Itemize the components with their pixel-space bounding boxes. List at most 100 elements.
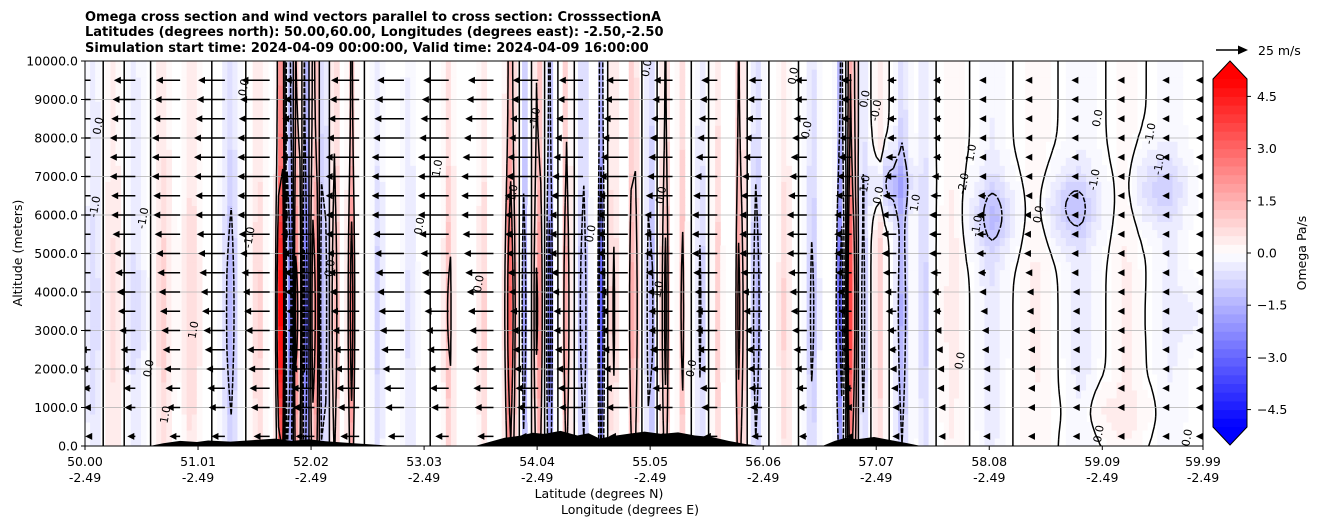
omega-cell xyxy=(740,437,747,446)
omega-cell xyxy=(644,381,650,391)
omega-cell xyxy=(90,173,96,182)
omega-cell xyxy=(649,293,655,303)
omega-cell xyxy=(511,77,518,86)
omega-cell xyxy=(450,253,457,263)
omega-cell xyxy=(628,157,635,166)
omega-cell xyxy=(176,293,183,303)
omega-cell xyxy=(781,397,787,407)
omega-cell xyxy=(125,429,132,439)
omega-cell xyxy=(511,141,518,150)
omega-cell xyxy=(135,69,142,78)
omega-cell xyxy=(562,237,569,247)
omega-cell xyxy=(405,69,411,78)
omega-cell xyxy=(125,173,132,182)
omega-cell xyxy=(334,413,340,423)
omega-cell xyxy=(125,333,132,343)
omega-cell xyxy=(501,133,508,142)
omega-cell xyxy=(156,221,162,231)
omega-cell xyxy=(832,77,838,86)
omega-cell xyxy=(354,77,361,86)
omega-cell xyxy=(511,157,518,166)
omega-cell xyxy=(450,357,457,367)
omega-cell xyxy=(633,181,640,190)
omega-cell xyxy=(750,237,757,247)
omega-cell xyxy=(694,389,701,399)
omega-cell xyxy=(659,181,665,190)
omega-cell xyxy=(374,149,381,158)
omega-cell xyxy=(786,333,792,343)
omega-cell xyxy=(135,421,142,431)
omega-cell xyxy=(313,229,320,239)
omega-cell xyxy=(450,157,457,166)
omega-cell xyxy=(252,389,259,399)
omega-cell xyxy=(125,357,132,367)
omega-cell xyxy=(257,333,264,343)
omega-cell xyxy=(588,293,594,303)
omega-cell xyxy=(151,397,157,407)
omega-cell xyxy=(237,205,244,214)
omega-cell xyxy=(694,373,701,383)
omega-cell xyxy=(196,237,203,247)
omega-cell xyxy=(85,205,91,214)
omega-cell xyxy=(110,181,117,190)
omega-cell xyxy=(161,261,167,271)
omega-cell xyxy=(603,149,610,158)
omega-cell xyxy=(232,197,239,206)
omega-cell xyxy=(283,397,289,407)
omega-cell xyxy=(501,413,508,423)
omega-cell xyxy=(628,373,635,383)
omega-cell xyxy=(633,125,640,134)
omega-cell xyxy=(161,117,167,126)
omega-cell xyxy=(664,93,671,102)
omega-cell xyxy=(501,373,508,383)
omega-cell xyxy=(776,413,782,423)
omega-cell xyxy=(400,245,406,255)
omega-cell xyxy=(811,397,818,407)
omega-cell xyxy=(588,285,594,295)
omega-cell xyxy=(95,421,101,431)
omega-cell xyxy=(440,237,447,247)
omega-cell xyxy=(450,221,457,231)
omega-cell xyxy=(410,85,416,94)
omega-cell xyxy=(710,365,716,375)
omega-cell xyxy=(369,237,376,247)
omega-cell xyxy=(715,221,721,231)
omega-cell xyxy=(522,117,528,126)
omega-cell xyxy=(750,429,757,439)
omega-cell xyxy=(135,341,142,351)
omega-cell xyxy=(151,277,157,287)
omega-cell xyxy=(257,429,264,439)
omega-cell xyxy=(715,213,721,223)
omega-cell xyxy=(608,317,615,327)
omega-cell xyxy=(760,181,767,190)
omega-cell xyxy=(776,117,782,126)
omega-cell xyxy=(715,181,721,190)
omega-cell xyxy=(232,229,239,239)
omega-cell xyxy=(832,165,838,174)
omega-cell xyxy=(532,93,538,102)
omega-cell xyxy=(405,357,411,367)
omega-cell xyxy=(334,437,340,446)
omega-cell xyxy=(598,397,604,407)
omega-cell xyxy=(252,277,259,287)
omega-cell xyxy=(232,317,239,327)
omega-cell xyxy=(628,277,635,287)
omega-cell xyxy=(252,205,259,214)
omega-cell xyxy=(699,421,706,431)
omega-cell xyxy=(760,301,767,311)
omega-cell xyxy=(308,69,315,78)
omega-cell xyxy=(674,197,681,206)
omega-cell xyxy=(334,397,340,407)
omega-cell xyxy=(318,61,325,70)
omega-cell xyxy=(354,205,361,214)
omega-cell xyxy=(740,373,747,383)
omega-cell xyxy=(308,349,315,359)
omega-cell xyxy=(145,317,152,327)
omega-cell xyxy=(588,349,594,359)
omega-cell xyxy=(710,85,716,94)
omega-cell xyxy=(842,293,848,303)
omega-cell xyxy=(476,309,482,319)
omega-cell xyxy=(135,285,142,295)
omega-cell xyxy=(227,173,233,182)
omega-cell xyxy=(181,165,188,174)
